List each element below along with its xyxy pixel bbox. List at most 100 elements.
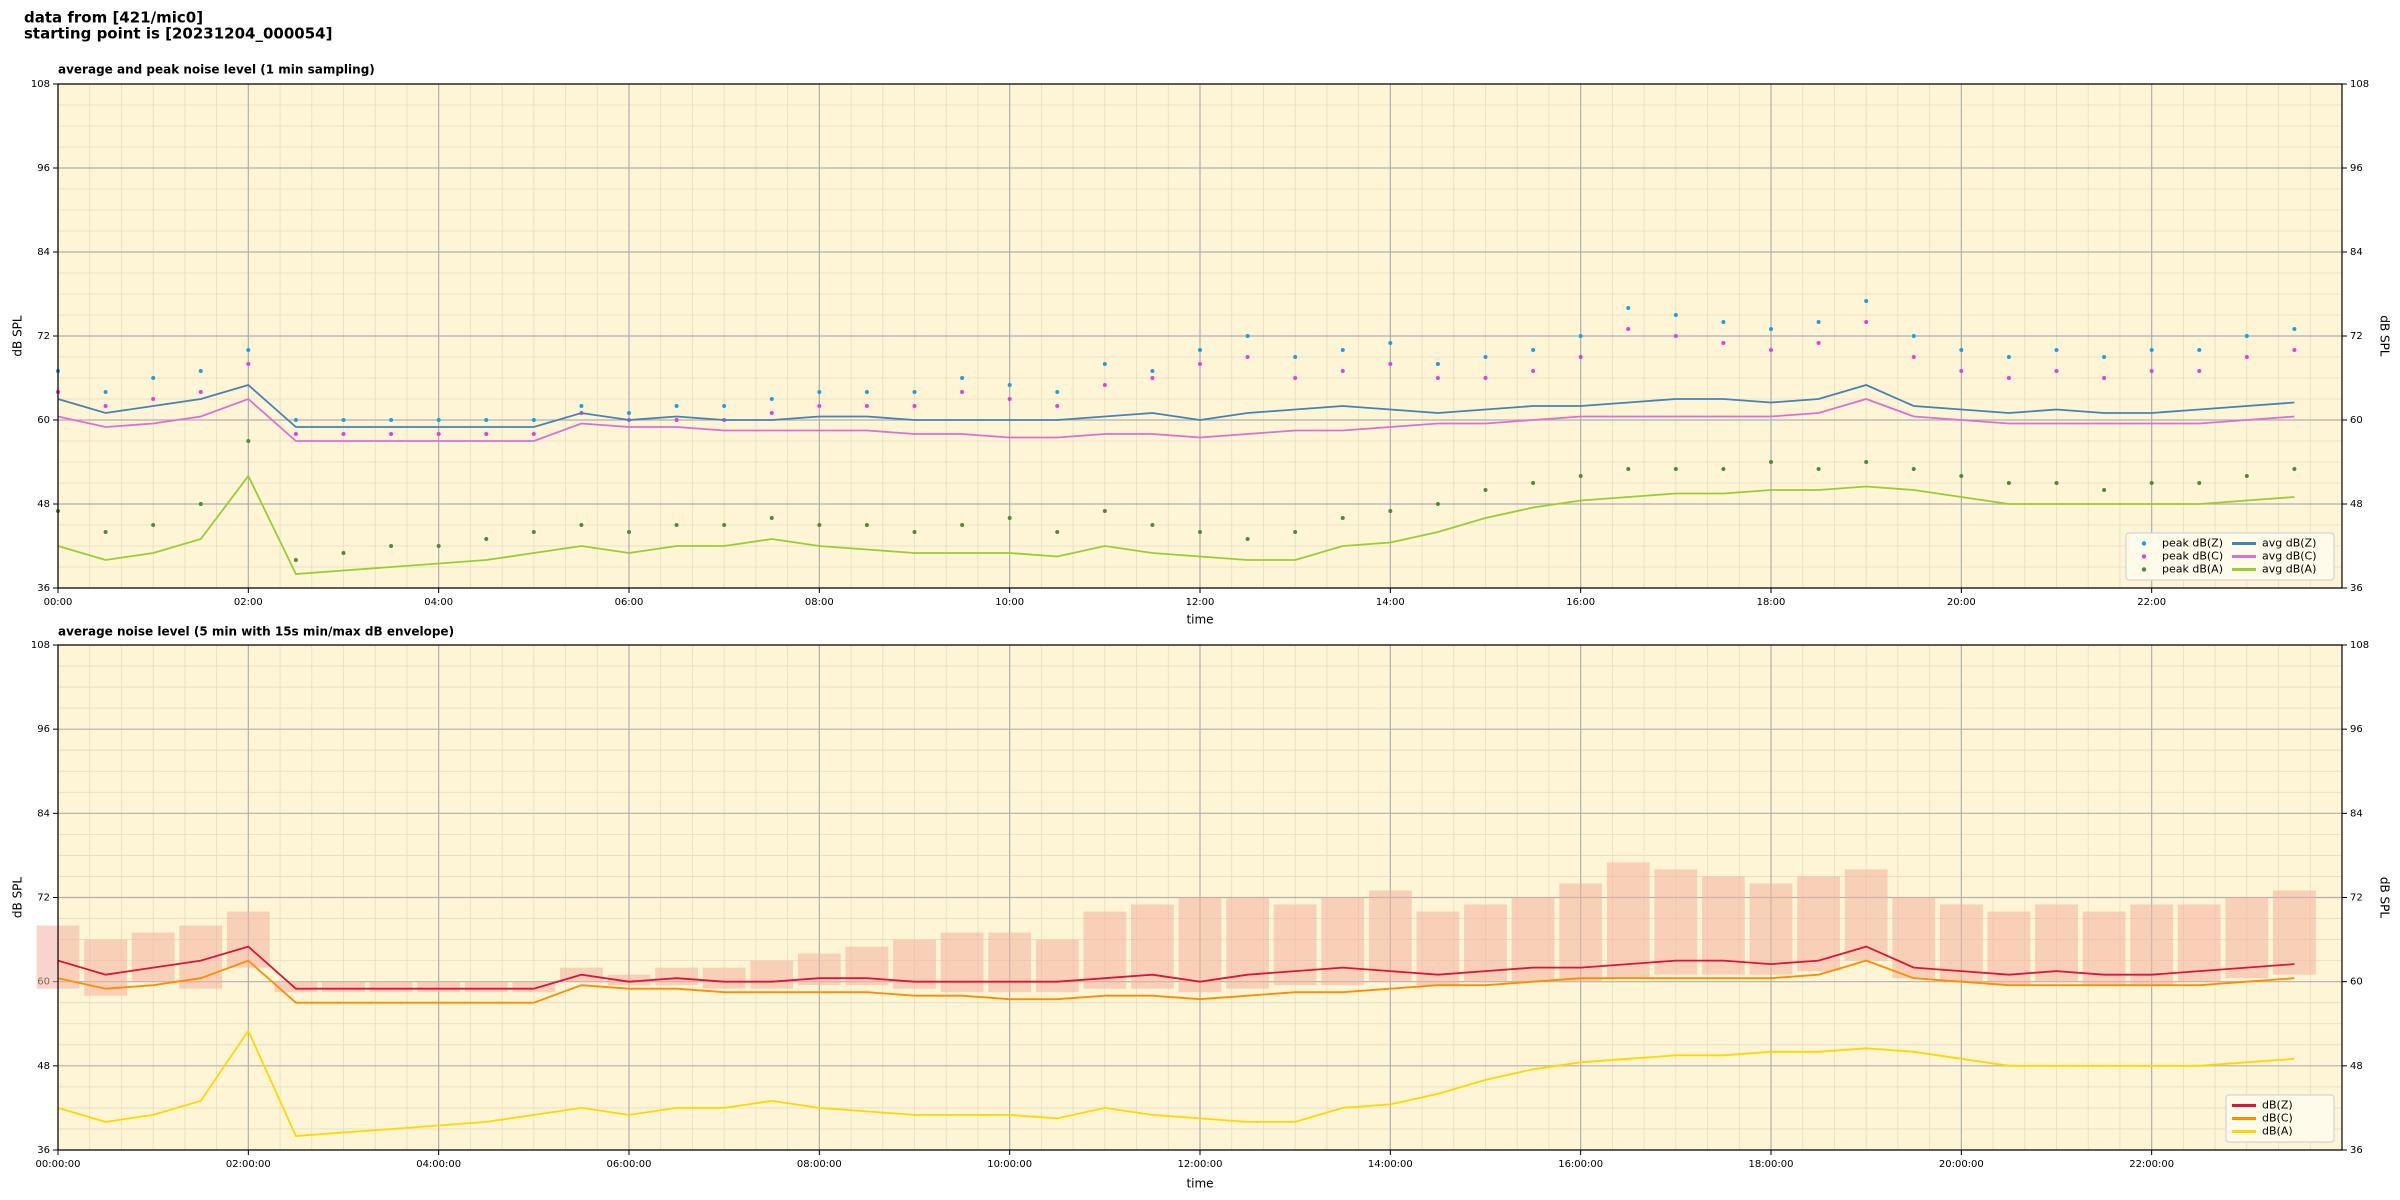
y-tick-label-right: 72 [2350, 893, 2363, 904]
x-tick-label: 06:00:00 [607, 1159, 652, 1170]
peak-point [2006, 355, 2011, 359]
peak-point [2292, 327, 2297, 331]
x-tick-label: 16:00:00 [1558, 1159, 1603, 1170]
y-tick-label: 96 [37, 163, 50, 174]
x-tick-label: 00:00 [44, 597, 73, 608]
envelope-band [1702, 876, 1745, 975]
y-axis-label-right: dB SPL [2378, 315, 2392, 357]
envelope-band [274, 981, 318, 993]
peak-point [1816, 341, 1821, 345]
x-tick-label: 10:00 [995, 597, 1024, 608]
y-tick-label-right: 84 [2350, 808, 2363, 819]
peak-point [2292, 348, 2297, 352]
x-tick-label: 18:00 [1757, 597, 1786, 608]
legend-label: peak dB(A) [2162, 563, 2223, 576]
panel-title: average noise level (5 min with 15s min/… [58, 625, 454, 639]
peak-point [722, 404, 727, 408]
x-tick-label: 02:00 [234, 597, 263, 608]
peak-point [1578, 355, 1583, 359]
peak-point [1102, 383, 1107, 387]
envelope-band [702, 967, 746, 989]
legend-label: peak dB(Z) [2162, 537, 2223, 550]
y-tick-label-right: 60 [2350, 415, 2363, 426]
peak-point [436, 544, 441, 548]
peak-point [1483, 488, 1488, 492]
peak-point [1150, 523, 1155, 527]
plot-frame [57, 644, 2343, 1151]
panel: 36 36 48 48 60 60 72 72 84 84 96 96 108 108 00:00 02:00… [11, 63, 2392, 627]
envelope-band [1035, 939, 1079, 993]
y-tick-label-right: 84 [2350, 247, 2363, 258]
peak-point [1911, 334, 1916, 338]
peak-point [960, 390, 965, 394]
peak-point [2054, 369, 2059, 373]
envelope-band [607, 974, 651, 986]
peak-point [151, 523, 156, 527]
x-tick-label: 22:00 [2137, 597, 2166, 608]
peak-point [960, 376, 965, 380]
peak-point [1055, 390, 1060, 394]
envelope-band [1178, 897, 1222, 993]
legend-marker [2141, 541, 2147, 546]
peak-point [2244, 474, 2249, 478]
peak-point [1055, 530, 1060, 534]
peak-point [1959, 348, 1964, 352]
envelope-band [797, 953, 841, 986]
peak-point [864, 390, 869, 394]
peak-point [1864, 320, 1869, 324]
peak-point [1293, 376, 1298, 380]
peak-point [1673, 467, 1678, 471]
peak-point [1531, 348, 1536, 352]
peak-point [341, 551, 346, 555]
peak-point [817, 523, 822, 527]
peak-point [198, 390, 203, 394]
peak-point [817, 390, 822, 394]
peak-point [436, 432, 441, 436]
x-tick-label: 20:00:00 [1939, 1159, 1984, 1170]
envelope-band [1606, 862, 1650, 979]
envelope-band [1654, 869, 1698, 975]
y-tick-label: 72 [37, 331, 50, 342]
y-tick-label: 36 [37, 583, 50, 594]
peak-point [769, 516, 774, 520]
y-tick-label-right: 36 [2350, 583, 2363, 594]
header-source: data from [421/mic0] [24, 9, 203, 27]
series-line [57, 1028, 2295, 1137]
y-tick-label-right: 96 [2350, 724, 2363, 735]
legend-label: dB(A) [2262, 1125, 2293, 1138]
peak-point [1816, 467, 1821, 471]
plot-frame [57, 83, 2343, 589]
legend-marker [2141, 567, 2147, 572]
peak-point [1435, 502, 1440, 506]
peak-point [2102, 355, 2107, 359]
y-tick-label-right: 48 [2350, 499, 2363, 510]
envelope-band [417, 981, 461, 993]
peak-point [1198, 530, 1202, 534]
series-line [57, 474, 2295, 575]
peak-point [627, 411, 631, 415]
peak-point [2197, 348, 2202, 352]
y-tick-label: 48 [37, 1061, 50, 1072]
envelope-band [750, 960, 794, 989]
series-line [57, 945, 2295, 990]
peak-point [1483, 376, 1488, 380]
peak-point [293, 418, 298, 422]
peak-point [293, 432, 298, 436]
peak-point [2006, 376, 2011, 380]
y-tick-label-right: 72 [2350, 331, 2363, 342]
legend-box [2125, 532, 2335, 581]
peak-point [1102, 362, 1107, 366]
peak-point [2006, 481, 2011, 485]
peak-point [103, 404, 108, 408]
peak-point [531, 432, 536, 436]
peak-point [103, 530, 108, 534]
y-tick-label-right: 60 [2350, 977, 2363, 988]
y-tick-label-right: 108 [2350, 640, 2369, 651]
peak-point [1721, 320, 1726, 324]
peak-point [1388, 362, 1393, 366]
peak-point [151, 397, 156, 401]
y-tick-label: 60 [37, 415, 50, 426]
peak-point [1626, 306, 1631, 310]
envelope-band [369, 981, 413, 993]
